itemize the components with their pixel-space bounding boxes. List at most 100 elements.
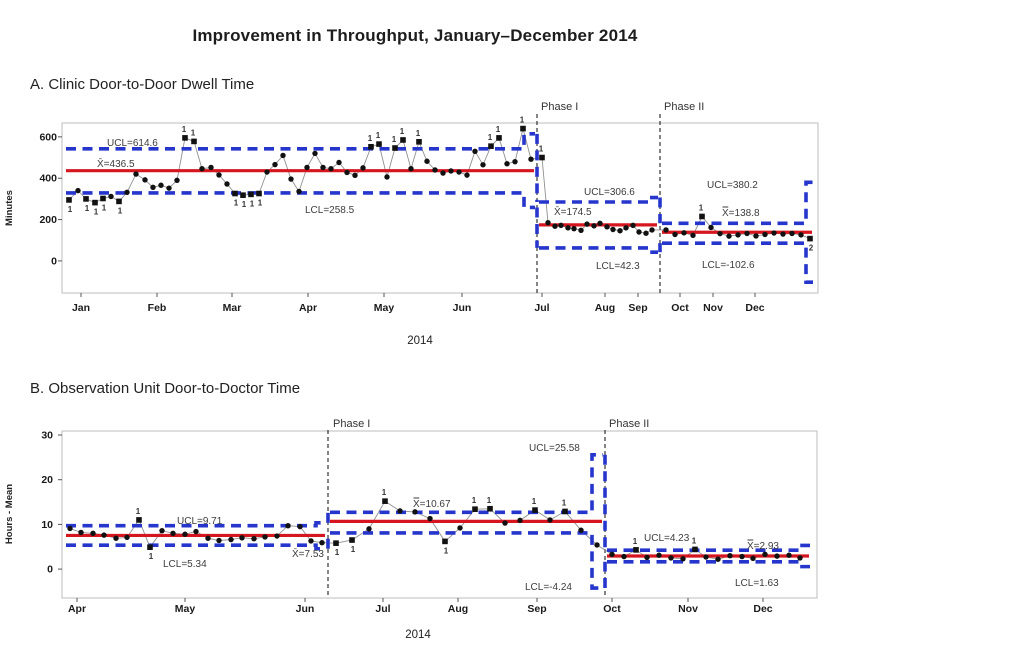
data-point — [578, 227, 584, 234]
y-tick-label: 0 — [47, 564, 53, 576]
plot-frame — [61, 430, 818, 599]
month-label: May — [175, 603, 196, 615]
data-point — [456, 169, 462, 175]
data-point — [663, 227, 669, 233]
data-point — [297, 523, 303, 530]
special-cause-flag: 1 — [416, 129, 421, 138]
data-point — [344, 169, 350, 176]
data-point — [739, 553, 745, 560]
month-label: Aug — [595, 302, 615, 314]
data-point-flagged — [392, 145, 398, 151]
data-point — [182, 531, 188, 537]
month-label: Oct — [603, 603, 621, 615]
data-point-flagged — [376, 141, 382, 147]
special-cause-flag: 1 — [699, 203, 704, 212]
special-cause-flag: 1 — [633, 537, 638, 546]
data-point-flagged — [240, 192, 246, 198]
limit-annotation: X̿=2.93 — [747, 539, 779, 552]
special-cause-flag: 1 — [149, 552, 154, 561]
data-point — [360, 165, 366, 171]
special-cause-flag: 1 — [392, 135, 397, 144]
data-point — [159, 527, 165, 534]
data-point — [558, 222, 564, 229]
limit-annotation: X̄=7.53 — [292, 547, 324, 560]
y-tick-label: 10 — [41, 519, 53, 531]
data-point-flagged — [116, 198, 122, 205]
data-point — [762, 551, 768, 558]
data-point — [408, 166, 414, 172]
special-cause-flag: 1 — [368, 134, 373, 143]
special-cause-flag: 1 — [496, 125, 501, 134]
data-point-flagged — [92, 199, 98, 206]
data-point-flagged — [182, 135, 188, 141]
data-point-flagged — [692, 546, 698, 553]
limit-annotation: UCL=380.2 — [707, 180, 758, 191]
special-cause-flag: 1 — [258, 199, 263, 208]
data-point — [480, 162, 486, 168]
data-point — [656, 552, 662, 558]
data-point-flagged — [488, 143, 494, 149]
data-point — [448, 168, 454, 174]
data-point — [124, 189, 130, 195]
special-cause-flag: 1 — [136, 507, 141, 516]
data-point — [412, 509, 418, 515]
limit-annotation: UCL=9.71 — [177, 516, 223, 527]
ucl-line — [66, 521, 326, 528]
data-point — [727, 552, 733, 559]
y-tick-label: 30 — [41, 430, 53, 442]
data-point — [216, 537, 222, 544]
data-point — [199, 166, 205, 172]
data-point — [621, 553, 627, 560]
data-point-flagged — [472, 506, 478, 513]
data-point — [352, 172, 358, 179]
data-point — [208, 164, 214, 171]
data-point — [668, 555, 674, 561]
data-point-flagged — [248, 191, 254, 198]
data-point-flagged — [66, 197, 72, 203]
data-point — [762, 231, 768, 238]
data-point — [643, 230, 649, 236]
data-point — [547, 517, 553, 523]
data-point — [251, 535, 257, 542]
y-tick-label: 20 — [41, 474, 53, 486]
special-cause-flag: 1 — [539, 145, 544, 154]
plot-frame — [61, 122, 819, 294]
data-point — [545, 219, 551, 226]
data-point — [274, 533, 280, 539]
ucl-line — [662, 180, 813, 226]
data-point-flagged — [416, 139, 422, 145]
figure-title: Improvement in Throughput, January–Decem… — [192, 26, 638, 45]
data-point — [239, 535, 245, 541]
special-cause-flag: 1 — [102, 203, 107, 212]
data-point-flagged — [496, 135, 502, 141]
data-point-flagged — [147, 544, 153, 550]
data-point-flagged — [699, 213, 705, 220]
data-point — [623, 225, 629, 231]
data-point — [472, 148, 478, 155]
limit-annotation: LCL=5.34 — [163, 559, 207, 570]
month-label: Jul — [375, 603, 390, 615]
data-point — [771, 230, 777, 236]
data-point — [457, 525, 463, 531]
data-point — [424, 158, 430, 164]
lcl-line — [607, 560, 810, 569]
data-point — [715, 556, 721, 562]
data-point — [366, 526, 372, 532]
phase-label: Phase II — [609, 418, 649, 430]
month-label: Apr — [299, 302, 317, 314]
data-point — [708, 224, 714, 231]
lcl-line — [66, 191, 535, 210]
data-point — [288, 176, 294, 182]
data-point-flagged — [382, 498, 388, 504]
data-point — [594, 542, 600, 548]
data-point-flagged — [83, 196, 89, 202]
year-label: 2014 — [407, 335, 433, 347]
data-point — [67, 525, 73, 532]
observation-unit-door-to-doctor-time-chart: 0 10 20 30 Apr May Jun Jul Aug Sep Oct Nov Dec 2014 Ho… — [4, 418, 818, 641]
data-point — [384, 174, 390, 180]
special-cause-flag: 1 — [692, 536, 697, 545]
clinic-door-to-door-dwell-time-chart: 0 200 400 600 Jan Feb Mar Apr May Jun Jul Aug Sep Oct… — [4, 101, 819, 347]
data-point — [649, 227, 655, 233]
